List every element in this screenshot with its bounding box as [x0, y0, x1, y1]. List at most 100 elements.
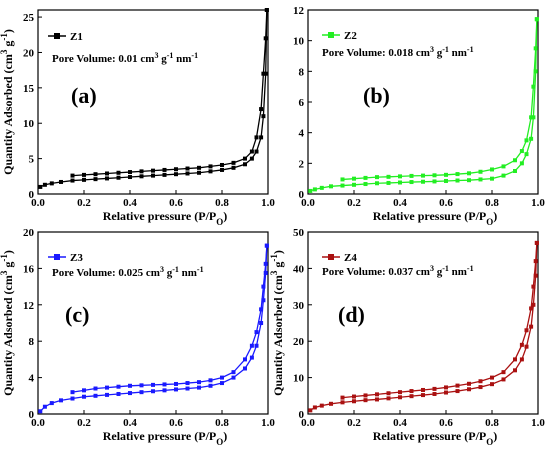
pore-volume-label: Pore Volume: 0.037 cm3 g-1 nm-1 — [322, 264, 474, 279]
desorption-point — [231, 370, 236, 375]
adsorption-point — [151, 389, 155, 394]
adsorption-point — [93, 177, 98, 182]
adsorption-point — [432, 179, 437, 184]
desorption-point — [220, 375, 224, 380]
y-tick-label: 25 — [23, 12, 35, 24]
desorption-point — [197, 165, 201, 170]
adsorption-point — [128, 391, 132, 396]
x-tick-label: 0.2 — [77, 197, 91, 209]
desorption-point — [455, 172, 460, 177]
desorption-point — [444, 385, 448, 390]
desorption-point — [249, 343, 254, 348]
x-tick-label: 1.0 — [531, 197, 545, 209]
desorption-point — [444, 172, 448, 177]
desorption-point — [375, 392, 379, 397]
desorption-point — [478, 379, 483, 384]
y-axis-title: Quantity Adsorbed (cm3 g-1) — [0, 29, 15, 175]
adsorption-point — [375, 397, 379, 402]
desorption-point — [490, 167, 494, 172]
desorption-point — [208, 164, 213, 169]
adsorption-point — [478, 385, 483, 390]
desorption-point — [421, 173, 425, 178]
desorption-point — [93, 386, 98, 391]
adsorption-point — [519, 161, 524, 166]
adsorption-point — [263, 71, 268, 76]
adsorption-point — [308, 408, 313, 413]
desorption-point — [352, 176, 356, 181]
adsorption-point — [398, 395, 402, 400]
x-tick-label: 0.4 — [393, 417, 407, 429]
adsorption-point — [174, 387, 178, 392]
adsorption-point — [524, 152, 529, 157]
y-tick-label: 0 — [299, 409, 305, 421]
desorption-point — [352, 394, 356, 399]
x-tick-label: 0.4 — [393, 197, 407, 209]
adsorption-point — [93, 393, 98, 398]
pore-volume-label: Pore Volume: 0.025 cm3 g-1 nm-1 — [52, 265, 204, 280]
adsorption-point — [162, 388, 167, 393]
desorption-point — [208, 378, 213, 383]
adsorption-point — [105, 392, 109, 397]
desorption-line — [72, 245, 268, 393]
adsorption-point — [197, 170, 201, 175]
adsorption-point — [531, 115, 536, 120]
adsorption-point — [319, 403, 324, 408]
x-tick-label: 0.4 — [123, 197, 137, 209]
adsorption-point — [421, 179, 425, 184]
adsorption-point — [185, 386, 190, 391]
desorption-point — [197, 380, 201, 385]
y-tick-label: 8 — [299, 66, 305, 78]
adsorption-point — [529, 136, 534, 141]
desorption-point — [340, 395, 345, 400]
adsorption-point — [42, 182, 47, 187]
desorption-point — [105, 171, 109, 176]
y-tick-label: 0 — [29, 409, 35, 421]
desorption-point — [340, 177, 345, 182]
adsorption-point — [409, 180, 414, 185]
adsorption-point — [162, 172, 167, 177]
desorption-point — [249, 149, 254, 154]
desorption-point — [139, 383, 144, 388]
y-tick-label: 6 — [299, 97, 305, 109]
adsorption-point — [197, 385, 201, 390]
desorption-point — [243, 357, 247, 362]
desorption-point — [105, 385, 109, 390]
chart-panel-4: 0.0 0.2 0.4 0.6 0.8 1.0 0 10 20 30 40 50 Relative pr… — [269, 227, 545, 447]
adsorption-point — [263, 270, 268, 275]
adsorption-point — [363, 398, 368, 403]
desorption-point — [220, 162, 224, 167]
desorption-line — [72, 9, 268, 177]
x-tick-label: 0.6 — [439, 197, 453, 209]
chart-panel-2: 0.0 0.2 0.4 0.6 0.8 1.0 0 2 4 6 8 10 12 Relative pres… — [293, 5, 545, 227]
legend-marker — [328, 254, 334, 260]
adsorption-point — [501, 173, 506, 178]
desorption-point — [174, 381, 178, 386]
desorption-point — [82, 172, 86, 177]
desorption-point — [259, 307, 264, 312]
desorption-point — [151, 382, 155, 387]
y-tick-label: 10 — [293, 36, 305, 48]
adsorption-point — [128, 175, 132, 180]
adsorption-point — [249, 156, 254, 161]
desorption-point — [162, 382, 167, 387]
plot-frame — [307, 231, 539, 415]
adsorption-point — [319, 185, 324, 190]
desorption-point — [82, 388, 86, 393]
desorption-point — [519, 342, 524, 347]
desorption-point — [533, 259, 538, 264]
desorption-point — [409, 173, 414, 178]
legend-marker — [328, 32, 334, 38]
x-tick-label: 1.0 — [261, 417, 275, 429]
desorption-point — [529, 115, 534, 120]
y-tick-label: 12 — [293, 5, 305, 17]
adsorption-point — [151, 173, 155, 178]
desorption-point — [263, 36, 268, 41]
y-tick-label: 8 — [29, 336, 35, 348]
desorption-point — [501, 164, 506, 169]
desorption-point — [409, 389, 414, 394]
desorption-point — [185, 381, 190, 386]
adsorption-point — [352, 399, 356, 404]
adsorption-point — [59, 398, 63, 403]
y-tick-label: 16 — [23, 263, 35, 275]
